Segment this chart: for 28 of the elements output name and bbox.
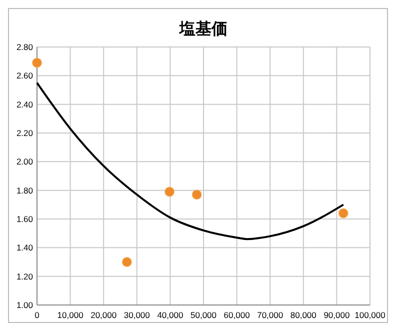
y-tick-label: 2.60 xyxy=(16,70,34,81)
x-tick-label: 10,000 xyxy=(57,310,84,320)
x-tick-label: 100,000 xyxy=(354,310,386,320)
y-tick-label: 1.00 xyxy=(16,300,34,310)
y-tick-label: 1.80 xyxy=(16,185,34,196)
x-tick-label: 50,000 xyxy=(190,310,217,320)
point xyxy=(338,208,348,218)
x-tick-label: 60,000 xyxy=(224,310,250,320)
point xyxy=(122,257,132,267)
x-tick-label: 80,000 xyxy=(290,310,317,320)
x-tick-label: 70,000 xyxy=(257,310,284,320)
line-series xyxy=(36,82,344,240)
y-tick-label: 1.60 xyxy=(16,214,34,224)
x-tick-label: 30,000 xyxy=(124,310,150,320)
x-tick-label: 90,000 xyxy=(324,310,350,320)
x-tick-label: 0 xyxy=(34,310,40,320)
y-tick-label: 2.80 xyxy=(16,42,34,52)
point xyxy=(32,58,42,68)
point xyxy=(164,186,174,197)
y-tick-label: 1.40 xyxy=(16,242,34,253)
chart-title: 塩基価 xyxy=(178,19,228,38)
point xyxy=(192,190,202,200)
x-tick-label: 20,000 xyxy=(90,310,117,320)
x-tick-label: 40,000 xyxy=(157,310,184,320)
y-tick-label: 2.20 xyxy=(16,128,34,138)
y-tick-label: 2.00 xyxy=(16,156,34,167)
y-tick-label: 2.40 xyxy=(16,99,34,110)
y-tick-label: 1.20 xyxy=(16,271,34,282)
